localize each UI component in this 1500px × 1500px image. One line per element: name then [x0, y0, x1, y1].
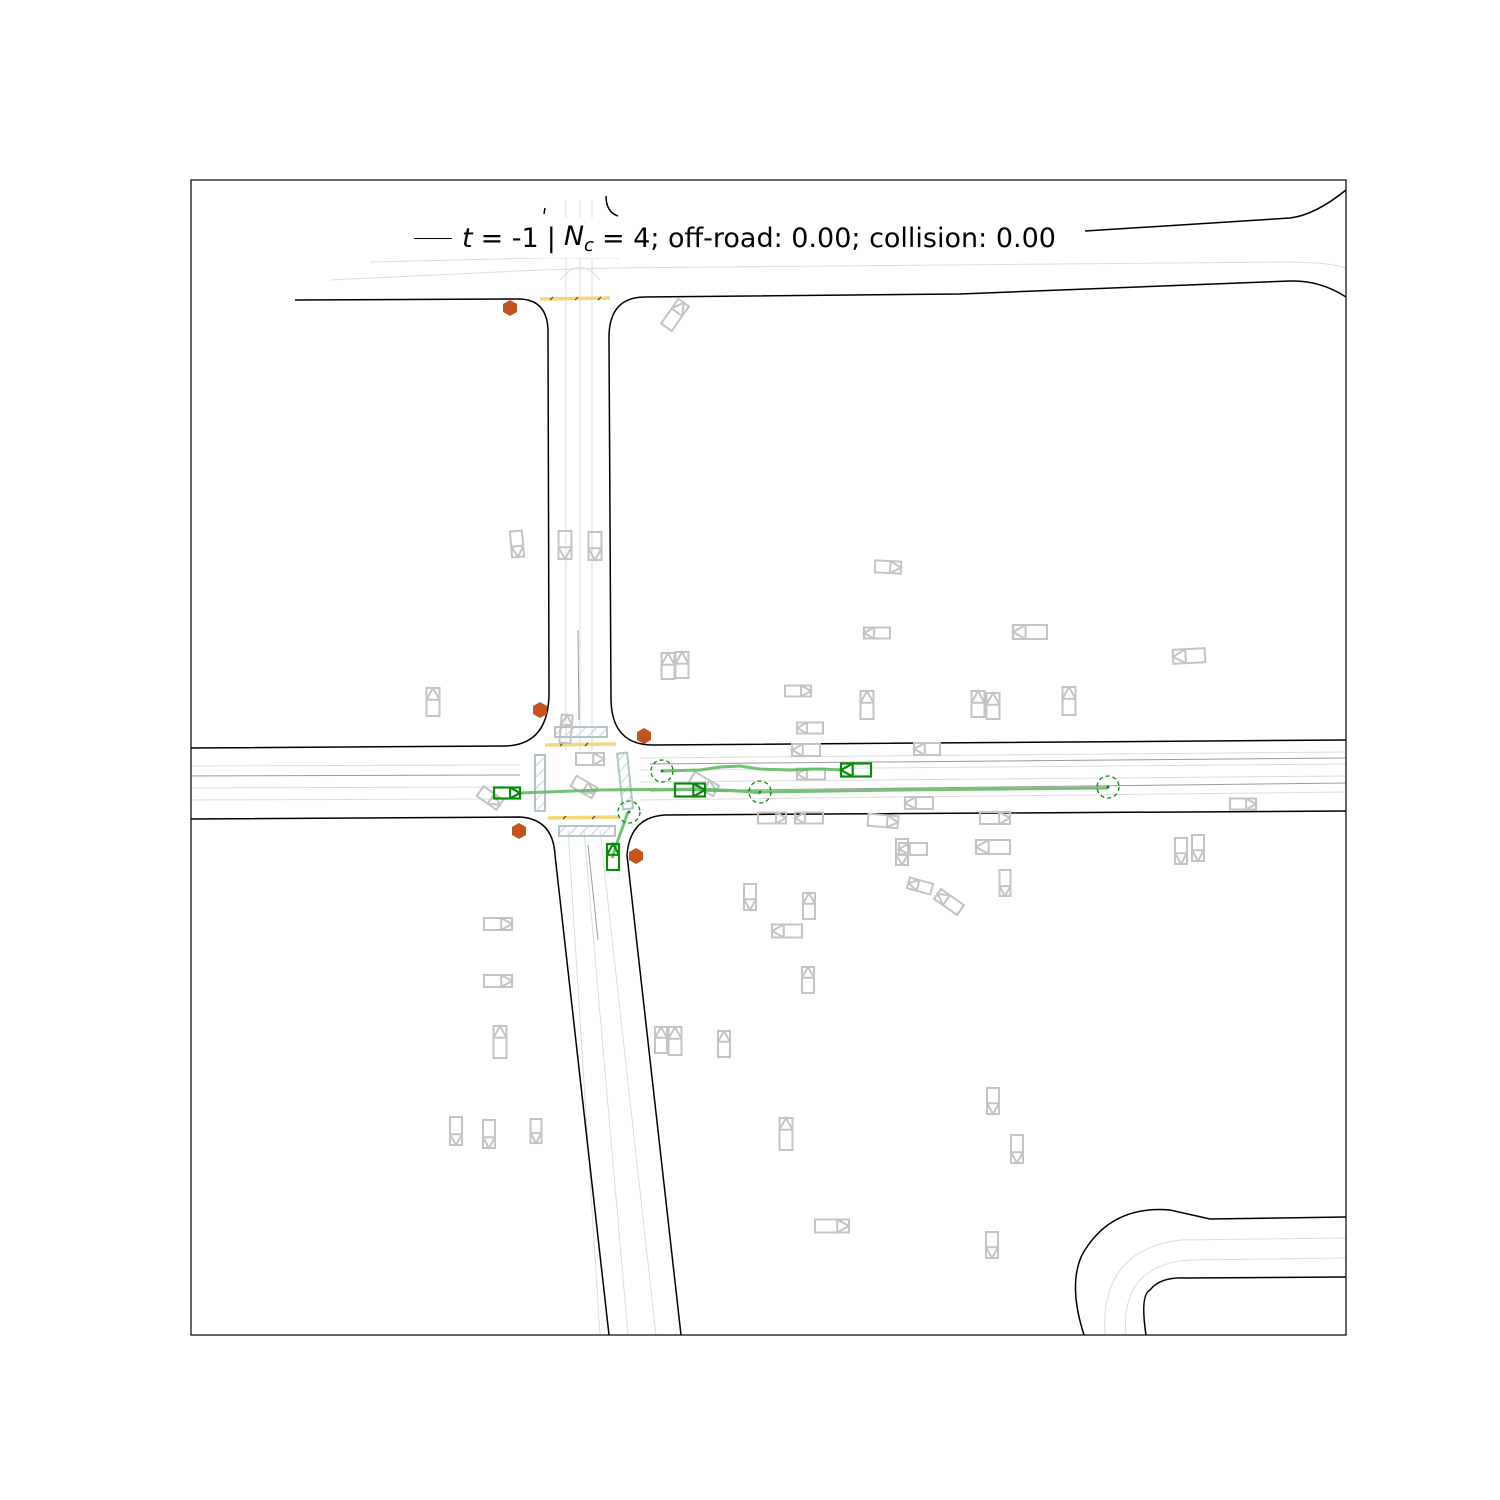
other-agent-icon	[973, 839, 1011, 855]
other-agent-icon	[1174, 837, 1188, 867]
other-agent-icon	[985, 690, 1001, 720]
controlled-agent-icon	[838, 762, 873, 778]
crosswalk-south	[547, 815, 621, 820]
plot-title: t = -1 | Nc = 4; off-road: 0.00; collisi…	[410, 218, 1062, 258]
other-agent-icon	[896, 842, 928, 856]
other-agent-icon	[979, 811, 1013, 825]
title-nc-symbol: N	[563, 220, 585, 252]
other-agent-icon	[717, 1028, 731, 1058]
other-agent-icon	[902, 796, 934, 810]
other-agent-icon	[1229, 797, 1259, 811]
other-agent-icon	[1061, 684, 1077, 716]
other-agent-icon	[743, 883, 757, 913]
other-agent-icon	[778, 1115, 794, 1151]
controlled-agent-icon	[605, 841, 621, 872]
title-metrics: = 4; off-road: 0.00; collision: 0.00	[601, 222, 1056, 254]
crosswalk-north-inner	[544, 742, 617, 747]
other-agent-icon	[1010, 1134, 1024, 1166]
other-agent-icon	[575, 752, 607, 766]
goal-marker-icon	[1096, 775, 1120, 799]
other-agent-icon	[792, 811, 824, 825]
trajectory-line	[699, 788, 761, 795]
road-edges	[191, 189, 1346, 1335]
controlled-agents	[492, 762, 873, 872]
goal-marker-icon	[748, 780, 772, 804]
title-separator: |	[546, 222, 556, 254]
other-agent-icon	[789, 743, 821, 757]
title-t-symbol: t	[462, 222, 473, 254]
other-agent-icon	[492, 1023, 508, 1059]
stop-sign-icon	[637, 728, 651, 744]
other-agent-icon	[557, 530, 573, 562]
other-agent-icon	[654, 1024, 668, 1054]
other-agent-icon	[587, 531, 603, 563]
stop-sign-icon	[533, 702, 547, 718]
other-agent-icon	[674, 649, 690, 679]
controlled-agent-icon	[673, 782, 708, 798]
trajectory-line	[610, 811, 630, 859]
controlled-agent-icon	[492, 786, 523, 800]
other-agent-icon	[529, 1118, 543, 1146]
other-agent-icon	[667, 1024, 683, 1056]
other-agent-icon	[801, 964, 815, 994]
other-agent-icon	[449, 1116, 463, 1148]
other-agent-icon	[1191, 834, 1205, 864]
other-agent-icon	[794, 721, 824, 735]
trajectory-line	[662, 764, 843, 773]
other-agent-icon	[998, 869, 1012, 899]
stop-sign-icon	[503, 300, 517, 316]
other-agent-icon	[1170, 647, 1207, 665]
other-agent-icon	[757, 811, 789, 825]
plot-frame	[190, 179, 1347, 1336]
goal-marker-icon	[650, 759, 674, 783]
other-agent-icon	[483, 974, 515, 988]
title-nc: Nc	[564, 221, 594, 256]
other-agent-icon	[784, 684, 814, 698]
other-agent-icon	[911, 742, 941, 756]
other-agent-icon	[769, 923, 803, 939]
other-agent-icon	[814, 1218, 852, 1234]
other-agent-icon	[970, 688, 986, 718]
trajectories	[519, 764, 1109, 859]
stop-sign-icon	[512, 823, 526, 839]
other-agent-icon	[866, 812, 900, 830]
other-agent-icon	[482, 1119, 496, 1151]
other-agent-icon	[905, 876, 935, 896]
other-agent-icon	[802, 890, 816, 920]
intersection-obstacles	[534, 726, 634, 837]
title-t-value: = -1	[480, 222, 539, 254]
goal-markers	[617, 759, 1120, 824]
other-agent-icon	[932, 887, 966, 917]
other-agent-icon	[659, 297, 691, 333]
other-agent-icon	[859, 688, 875, 720]
lane-centerlines	[191, 200, 1346, 1335]
other-agent-icon	[508, 529, 526, 560]
other-agent-icon	[873, 559, 904, 575]
other-agent-icon	[483, 917, 515, 931]
other-agent-icon	[1010, 624, 1048, 640]
goal-marker-icon	[617, 800, 641, 824]
other-agent-icon	[986, 1087, 1000, 1117]
legend-line-icon	[414, 237, 452, 239]
other-agent-icon	[425, 685, 441, 717]
lane-dividers	[191, 629, 1346, 941]
stop-sign-icon	[629, 848, 643, 864]
other-agent-icon	[861, 626, 891, 640]
title-nc-subscript: c	[584, 234, 594, 256]
other-agent-icon	[558, 713, 574, 745]
other-agent-icon	[985, 1231, 999, 1261]
